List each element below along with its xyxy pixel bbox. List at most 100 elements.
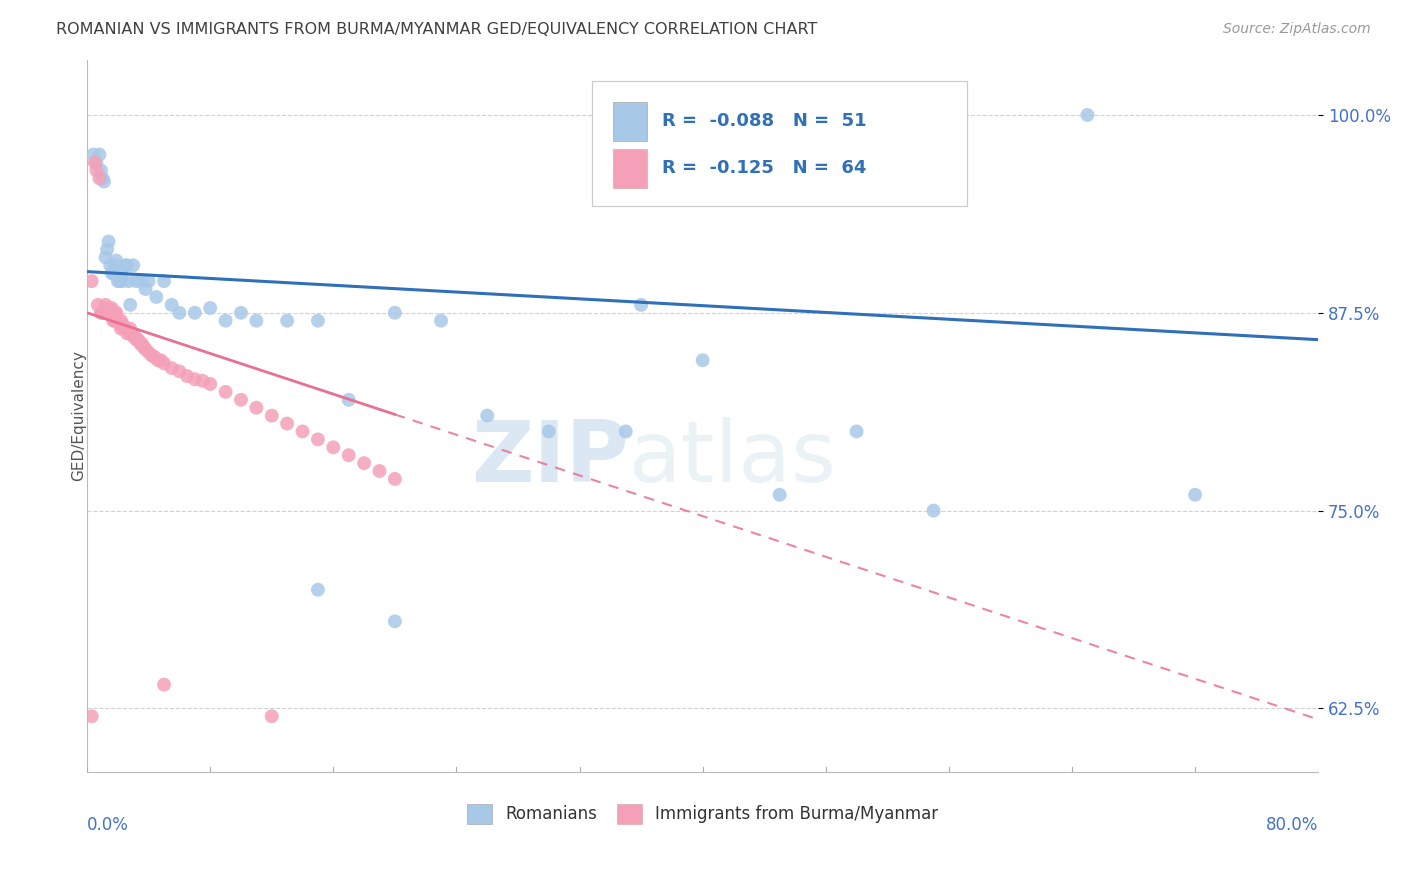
Point — [214, 314, 236, 328]
Legend: Romanians, Immigrants from Burma/Myanmar: Romanians, Immigrants from Burma/Myanmar — [467, 804, 939, 824]
Point — [107, 274, 129, 288]
Point — [108, 317, 131, 331]
Point — [80, 274, 103, 288]
Point — [127, 333, 149, 347]
Point — [132, 341, 155, 355]
Text: ROMANIAN VS IMMIGRANTS FROM BURMA/MYANMAR GED/EQUIVALENCY CORRELATION CHART: ROMANIAN VS IMMIGRANTS FROM BURMA/MYANMA… — [56, 22, 818, 37]
Point — [138, 345, 160, 359]
Point — [98, 306, 121, 320]
Point — [94, 301, 117, 315]
Point — [768, 488, 790, 502]
Point — [384, 472, 406, 486]
Point — [89, 171, 111, 186]
Point — [90, 306, 112, 320]
Point — [692, 353, 714, 368]
Point — [276, 314, 298, 328]
Point — [91, 306, 114, 320]
Point — [84, 155, 107, 169]
Point — [368, 464, 391, 478]
Point — [94, 251, 117, 265]
Point — [90, 163, 112, 178]
Point — [103, 314, 125, 328]
Point — [120, 298, 142, 312]
FancyBboxPatch shape — [592, 81, 967, 205]
Text: 80.0%: 80.0% — [1265, 816, 1319, 834]
Point — [160, 298, 183, 312]
Point — [115, 326, 138, 341]
Point — [105, 253, 128, 268]
Point — [245, 314, 267, 328]
Point — [307, 314, 329, 328]
Point — [104, 314, 127, 328]
Y-axis label: GED/Equivalency: GED/Equivalency — [72, 351, 86, 481]
Point — [91, 171, 114, 186]
Point — [146, 353, 169, 368]
Text: ZIP: ZIP — [471, 417, 628, 500]
Point — [114, 258, 136, 272]
Point — [125, 333, 148, 347]
Point — [198, 301, 221, 315]
Point — [922, 503, 945, 517]
Point — [430, 314, 453, 328]
Point — [614, 425, 637, 439]
Point — [353, 456, 375, 470]
Point — [124, 329, 146, 343]
Point — [98, 258, 121, 272]
Point — [110, 314, 132, 328]
Text: R =  -0.125   N =  64: R = -0.125 N = 64 — [662, 160, 866, 178]
Point — [104, 306, 127, 320]
Point — [143, 350, 166, 364]
Point — [93, 174, 115, 188]
Text: R =  -0.088   N =  51: R = -0.088 N = 51 — [662, 112, 866, 130]
Point — [117, 274, 139, 288]
Point — [128, 334, 150, 349]
Point — [120, 326, 142, 341]
Point — [83, 155, 105, 169]
Point — [93, 306, 115, 320]
Point — [322, 440, 344, 454]
Point — [307, 433, 329, 447]
Point — [184, 372, 207, 386]
Point — [537, 425, 560, 439]
Point — [129, 274, 152, 288]
Point — [153, 274, 176, 288]
Point — [138, 274, 160, 288]
Point — [149, 353, 172, 368]
Point — [307, 582, 329, 597]
Point — [160, 361, 183, 376]
FancyBboxPatch shape — [613, 102, 647, 141]
Point — [105, 306, 128, 320]
Point — [110, 321, 132, 335]
Point — [103, 266, 125, 280]
Point — [100, 301, 122, 315]
Point — [153, 356, 176, 370]
Point — [337, 448, 360, 462]
Point — [122, 258, 145, 272]
Point — [337, 392, 360, 407]
Point — [107, 314, 129, 328]
Point — [114, 321, 136, 335]
Point — [125, 274, 148, 288]
Point — [97, 235, 120, 249]
Point — [384, 306, 406, 320]
Point — [117, 325, 139, 339]
FancyBboxPatch shape — [613, 149, 647, 188]
Point — [121, 326, 143, 341]
Point — [122, 329, 145, 343]
Point — [120, 321, 142, 335]
Text: 0.0%: 0.0% — [87, 816, 129, 834]
Point — [1076, 108, 1098, 122]
Point — [229, 392, 252, 407]
Point — [477, 409, 499, 423]
Point — [110, 266, 132, 280]
Point — [260, 409, 283, 423]
Point — [84, 163, 107, 178]
Point — [291, 425, 314, 439]
Point — [135, 342, 157, 356]
Point — [260, 709, 283, 723]
Point — [100, 306, 122, 320]
Point — [153, 678, 176, 692]
Point — [111, 274, 134, 288]
Point — [145, 290, 167, 304]
Point — [97, 301, 120, 315]
